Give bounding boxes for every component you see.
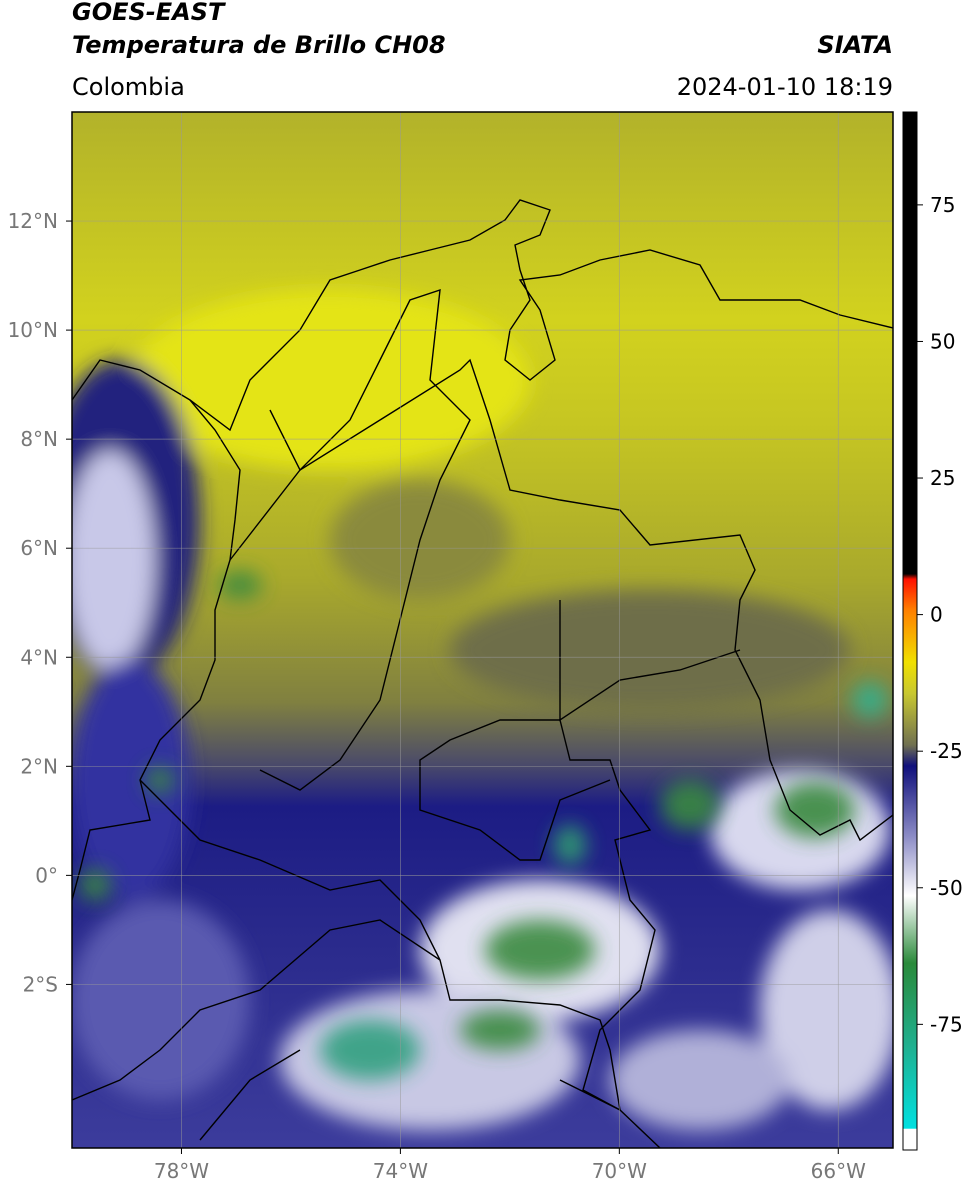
- graticule: [72, 112, 893, 1148]
- lat-tick-label: 0°: [35, 863, 58, 887]
- lat-tick-label: 6°N: [20, 536, 58, 560]
- title: GOES-EAST: [72, 0, 226, 26]
- coastlines: [72, 199, 893, 1148]
- satellite-image: [72, 112, 893, 1148]
- lat-tick-label: 4°N: [20, 645, 58, 669]
- colorbar-tick-label: 50: [930, 329, 955, 353]
- subtitle: Temperatura de Brillo CH08: [72, 31, 446, 59]
- colorbar-tick-label: -50: [930, 876, 963, 900]
- lon-tick-label: 70°W: [592, 1159, 647, 1183]
- lat-tick-label: 12°N: [8, 209, 58, 233]
- lat-tick-label: 8°N: [20, 427, 58, 451]
- lon-tick-label: 78°W: [154, 1159, 209, 1183]
- lat-tick-label: 10°N: [8, 318, 58, 342]
- colorbar-tick-label: -75: [930, 1012, 963, 1036]
- lon-tick-label: 66°W: [811, 1159, 866, 1183]
- colorbar-tick-label: 75: [930, 193, 955, 217]
- timestamp: 2024-01-10 18:19: [677, 73, 893, 101]
- colorbar-tick-label: 25: [930, 466, 955, 490]
- source: SIATA: [817, 31, 893, 59]
- lat-tick-label: 2°N: [20, 754, 58, 778]
- region: Colombia: [72, 73, 185, 101]
- colorbar: [902, 111, 918, 1151]
- lon-tick-label: 74°W: [373, 1159, 428, 1183]
- lat-tick-label: 2°S: [23, 972, 58, 996]
- colorbar-tick-label: -25: [930, 739, 963, 763]
- map-frame: [71, 111, 894, 1149]
- colorbar-tick-label: 0: [930, 603, 943, 627]
